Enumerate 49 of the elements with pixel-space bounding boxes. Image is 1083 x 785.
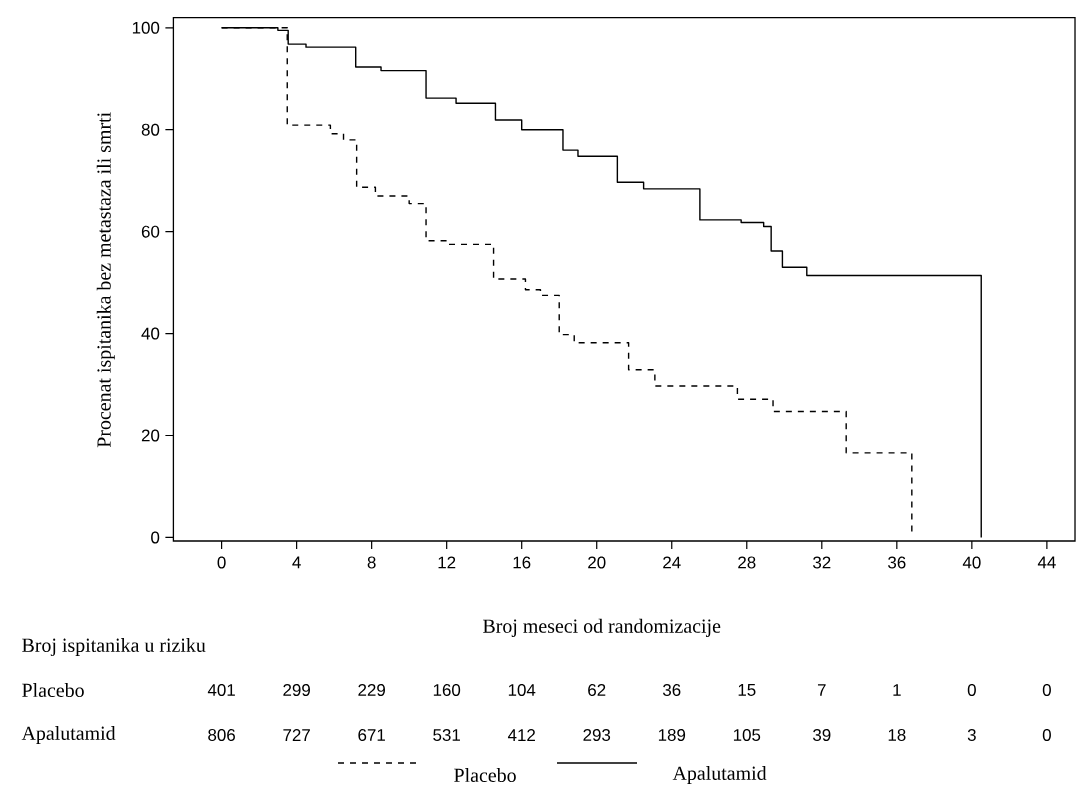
text: 412 [507, 729, 535, 741]
text: 189 [658, 729, 686, 741]
y-tick-label: 0 [151, 531, 160, 544]
y-axis-title: Procenat ispitanika bez metastaza ili smrti [96, 112, 115, 448]
x-tick-label: 36 [888, 556, 906, 569]
text: 806 [208, 729, 235, 741]
text: 299 [283, 684, 310, 696]
text: 7 [817, 684, 826, 696]
text: 0 [1042, 684, 1051, 696]
legend-label: Apalutamid [672, 765, 767, 785]
x-tick-label: 0 [217, 556, 226, 569]
x-tick-label: 28 [738, 556, 756, 569]
text: 0 [1042, 729, 1051, 741]
x-tick-label: 16 [513, 556, 531, 569]
text: 36 [662, 684, 681, 696]
y-tick-label: 100 [132, 21, 160, 34]
x-tick-label: 24 [663, 556, 681, 569]
y-tick-label: 20 [141, 429, 160, 442]
text: 229 [358, 684, 385, 696]
x-axis-title: Broj meseci od randomizacije [483, 618, 721, 637]
text: 531 [433, 729, 460, 741]
text: 160 [433, 684, 461, 696]
y-tick-label: 80 [141, 123, 160, 136]
text: 293 [583, 729, 611, 741]
x-tick-label: 32 [813, 556, 831, 569]
text: 39 [813, 729, 831, 741]
text: 104 [508, 684, 536, 696]
legend-label: Placebo [454, 767, 516, 782]
x-tick-label: 8 [367, 556, 376, 569]
text: 3 [967, 729, 976, 741]
x-tick-label: 12 [438, 556, 456, 569]
text: 18 [888, 729, 906, 741]
text: 62 [588, 684, 606, 696]
y-tick-label: 40 [141, 327, 160, 340]
text: 1 [893, 684, 901, 696]
text: Apalutamid [21, 725, 116, 745]
x-tick-label: 40 [962, 556, 981, 569]
x-tick-label: 44 [1037, 556, 1056, 569]
text: 0 [967, 684, 976, 696]
text: Placebo [22, 682, 84, 697]
text: 727 [283, 729, 310, 741]
y-tick-label: 60 [141, 225, 160, 238]
text: 105 [733, 729, 761, 741]
text: 401 [207, 684, 235, 696]
text: Broj ispitanika u riziku [22, 637, 206, 657]
x-tick-label: 20 [588, 556, 606, 569]
x-tick-label: 4 [292, 556, 301, 569]
text: 671 [358, 729, 385, 741]
text: 15 [738, 684, 756, 696]
